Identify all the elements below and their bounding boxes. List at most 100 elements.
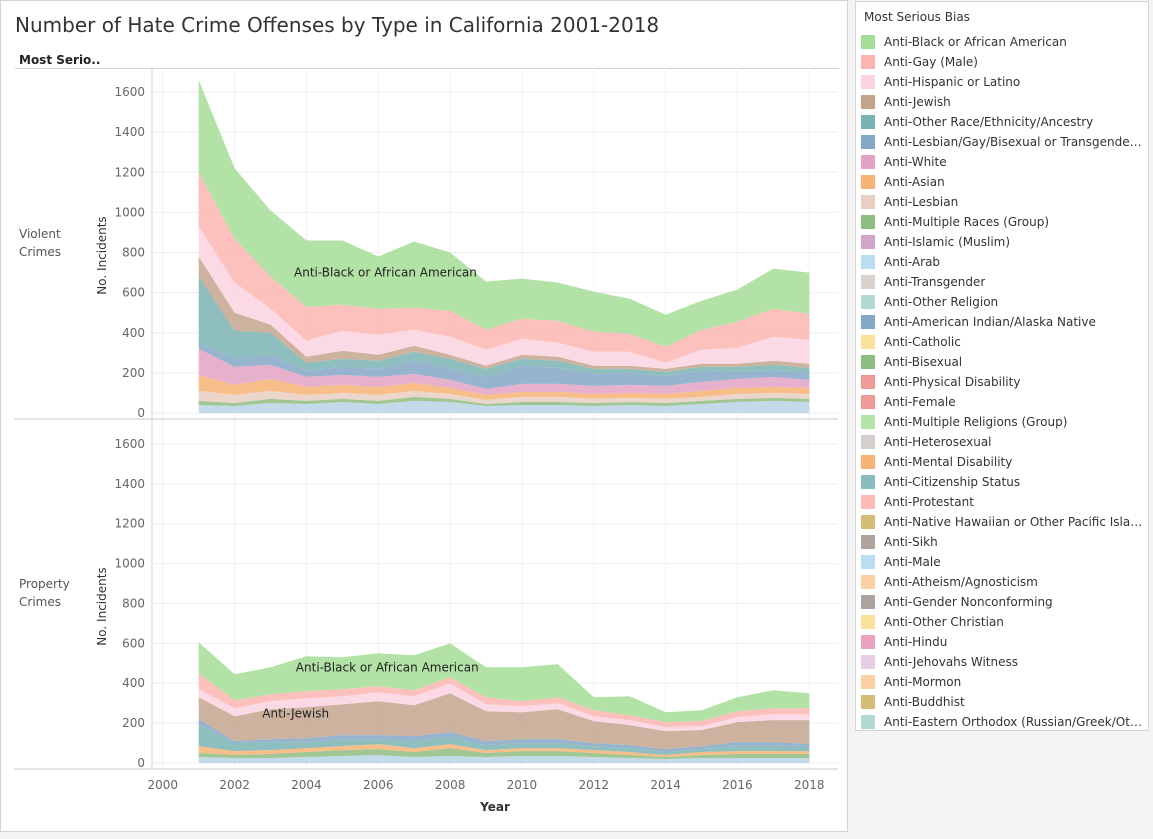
row-header-most-serious-bias[interactable]: Most Serio.. (19, 53, 101, 67)
y-tick-label: 1400 (114, 125, 145, 139)
legend-swatch (861, 55, 875, 69)
x-tick-label: 2012 (578, 778, 609, 792)
area-series (198, 724, 810, 755)
legend-item[interactable]: Anti-Multiple Religions (Group) (856, 412, 1148, 432)
legend-item[interactable]: Anti-Gender Nonconforming (856, 592, 1148, 612)
legend-item[interactable]: Anti-Other Race/Ethnicity/Ancestry (856, 112, 1148, 132)
legend-label: Anti-Multiple Religions (Group) (884, 415, 1068, 429)
legend-swatch (861, 575, 875, 589)
x-tick-label: 2004 (291, 778, 322, 792)
legend-item[interactable]: Anti-Buddhist (856, 692, 1148, 712)
legend-item[interactable]: Anti-Sikh (856, 532, 1148, 552)
y-tick-label: 1200 (114, 165, 145, 179)
y-tick-label: 1400 (114, 477, 145, 491)
legend-item[interactable]: Anti-Catholic (856, 332, 1148, 352)
legend-label: Anti-American Indian/Alaska Native (884, 315, 1096, 329)
legend-item[interactable]: Anti-Bisexual (856, 352, 1148, 372)
legend-swatch (861, 395, 875, 409)
legend-item[interactable]: Anti-Other Religion (856, 292, 1148, 312)
area-series (198, 744, 810, 757)
row-label: Violent (19, 227, 61, 241)
legend-label: Anti-Hindu (884, 635, 948, 649)
legend-swatch (861, 515, 875, 529)
legend-item[interactable]: Anti-Atheism/Agnosticism (856, 572, 1148, 592)
legend-item[interactable]: Anti-Hindu (856, 632, 1148, 652)
area-mark-label: Anti-Jewish (262, 707, 329, 721)
legend-item[interactable]: Anti-Citizenship Status (856, 472, 1148, 492)
legend-label: Anti-Transgender (884, 275, 986, 289)
legend-item[interactable]: Anti-Mormon (856, 672, 1148, 692)
legend-label: Anti-Atheism/Agnosticism (884, 575, 1038, 589)
legend-swatch (861, 675, 875, 689)
legend-swatch (861, 715, 875, 729)
x-tick-label: 2002 (219, 778, 250, 792)
legend-swatch (861, 595, 875, 609)
area-series (198, 390, 810, 404)
legend-item[interactable]: Anti-Eastern Orthodox (Russian/Greek/Oth… (856, 712, 1148, 732)
legend-swatch (861, 455, 875, 469)
area-series (198, 276, 810, 377)
legend-swatch (861, 155, 875, 169)
legend-swatch (861, 335, 875, 349)
legend-swatch (861, 235, 875, 249)
legend-label: Anti-Eastern Orthodox (Russian/Greek/Oth… (884, 715, 1144, 729)
area-series (198, 396, 810, 406)
legend-swatch (861, 535, 875, 549)
legend-item[interactable]: Anti-Jehovahs Witness (856, 652, 1148, 672)
legend-item[interactable]: Anti-White (856, 152, 1148, 172)
area-series (198, 400, 810, 413)
legend-item[interactable]: Anti-Protestant (856, 492, 1148, 512)
area-series (198, 755, 810, 763)
area-series (198, 342, 810, 389)
legend-item[interactable]: Anti-Islamic (Muslim) (856, 232, 1148, 252)
row-label: Crimes (19, 245, 61, 259)
legend-swatch (861, 295, 875, 309)
area-mark-label: Anti-Black or African American (294, 266, 477, 280)
x-tick-label: 2008 (435, 778, 466, 792)
legend-item[interactable]: Anti-Physical Disability (856, 372, 1148, 392)
legend-item[interactable]: Anti-Other Christian (856, 612, 1148, 632)
legend-item[interactable]: Anti-American Indian/Alaska Native (856, 312, 1148, 332)
legend-label: Anti-Sikh (884, 535, 938, 549)
legend-item[interactable]: Anti-Male (856, 552, 1148, 572)
legend-label: Anti-Gender Nonconforming (884, 595, 1053, 609)
legend-swatch (861, 75, 875, 89)
legend-swatch (861, 275, 875, 289)
legend-item[interactable]: Anti-Multiple Races (Group) (856, 212, 1148, 232)
y-tick-label: 600 (122, 286, 145, 300)
legend-item[interactable]: Anti-Jewish (856, 92, 1148, 112)
legend-swatch (861, 655, 875, 669)
legend-label: Anti-Catholic (884, 335, 961, 349)
legend-label: Anti-Buddhist (884, 695, 965, 709)
legend-label: Anti-Jewish (884, 95, 951, 109)
legend-item[interactable]: Anti-Arab (856, 252, 1148, 272)
legend-item[interactable]: Anti-Lesbian (856, 192, 1148, 212)
legend-item[interactable]: Anti-Hispanic or Latino (856, 72, 1148, 92)
legend-item[interactable]: Anti-Female (856, 392, 1148, 412)
y-tick-label: 1000 (114, 557, 145, 571)
legend-item[interactable]: Anti-Gay (Male) (856, 52, 1148, 72)
legend-swatch (861, 35, 875, 49)
legend-item[interactable]: Anti-Black or African American (856, 32, 1148, 52)
legend-label: Anti-Hispanic or Latino (884, 75, 1021, 89)
legend-swatch (861, 315, 875, 329)
area-mark-label: Anti-Black or African American (296, 660, 479, 674)
legend-swatch (861, 115, 875, 129)
x-tick-label: 2000 (148, 778, 179, 792)
legend-swatch (861, 195, 875, 209)
legend-item[interactable]: Anti-Mental Disability (856, 452, 1148, 472)
legend-label: Anti-Islamic (Muslim) (884, 235, 1011, 249)
legend-item[interactable]: Anti-Heterosexual (856, 432, 1148, 452)
legend-label: Anti-Other Christian (884, 615, 1004, 629)
legend-item[interactable]: Anti-Native Hawaiian or Other Pacific Is… (856, 512, 1148, 532)
legend-label: Anti-Multiple Races (Group) (884, 215, 1050, 229)
legend-item[interactable]: Anti-Lesbian/Gay/Bisexual or Transgender… (856, 132, 1148, 152)
chart-title: Number of Hate Crime Offenses by Type in… (15, 13, 660, 37)
legend-item[interactable]: Anti-Asian (856, 172, 1148, 192)
legend-list: Anti-Black or African American Anti-Gay (… (856, 32, 1148, 732)
legend-swatch (861, 375, 875, 389)
legend-swatch (861, 495, 875, 509)
y-tick-label: 200 (122, 366, 145, 380)
legend-item[interactable]: Anti-Transgender (856, 272, 1148, 292)
